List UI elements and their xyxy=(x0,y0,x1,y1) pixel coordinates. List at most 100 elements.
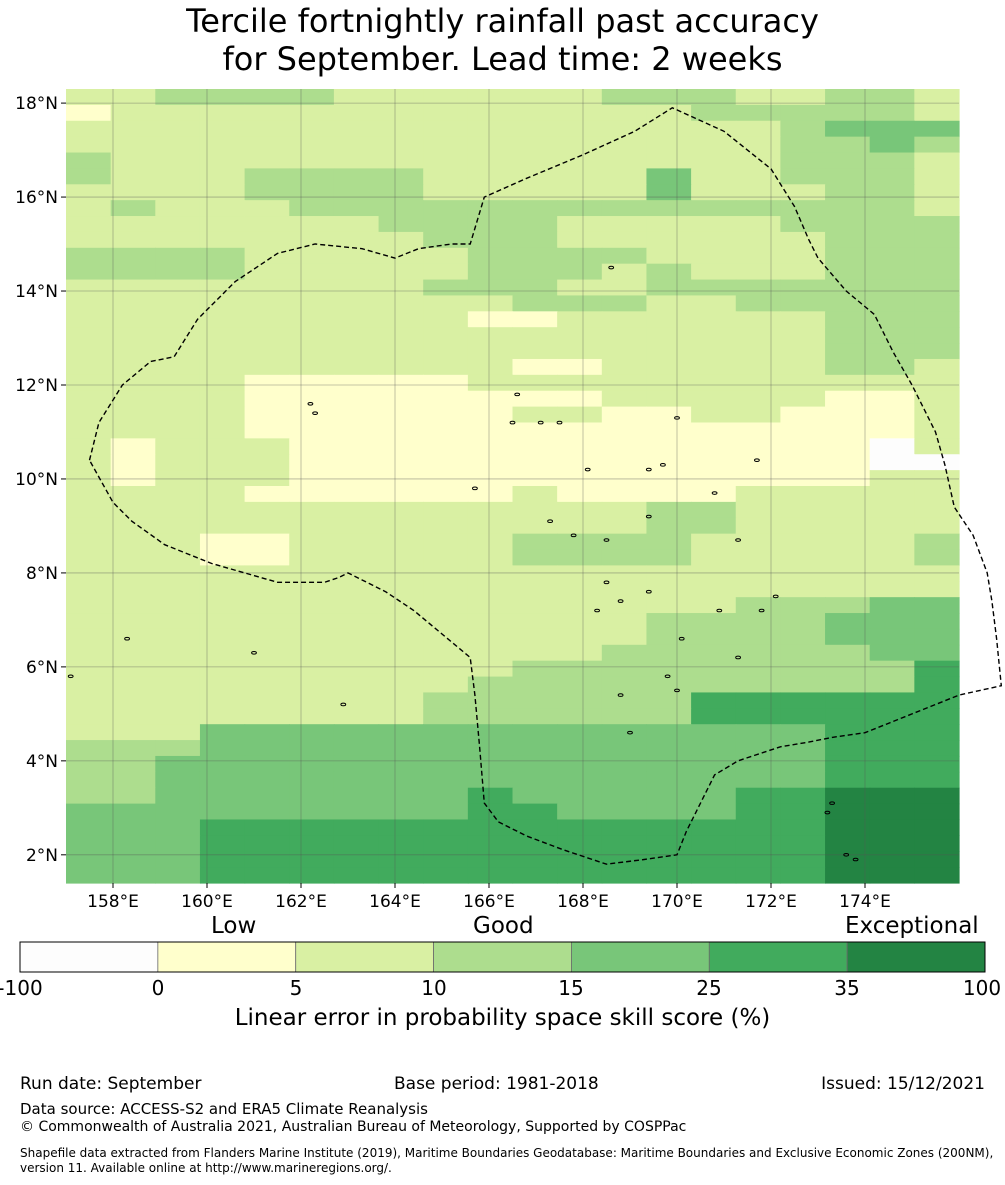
skill-cell xyxy=(333,454,380,471)
skill-cell xyxy=(155,358,201,376)
skill-cell xyxy=(333,660,380,678)
skill-cell xyxy=(244,454,290,471)
skill-cell xyxy=(691,343,737,360)
skill-cell xyxy=(244,660,290,678)
skill-cell xyxy=(423,470,469,487)
colorbar-tick: 35 xyxy=(834,976,860,1000)
longitude-label: 174°E xyxy=(839,892,891,912)
skill-cell xyxy=(423,152,469,169)
skill-cell xyxy=(869,104,915,122)
skill-cell xyxy=(244,851,290,868)
skill-cell xyxy=(512,422,558,439)
skill-cell xyxy=(110,263,156,281)
skill-cell xyxy=(557,724,603,741)
skill-cell xyxy=(914,501,960,519)
skill-cell xyxy=(735,136,781,154)
skill-cell xyxy=(869,168,915,185)
longitude-label: 172°E xyxy=(745,892,797,912)
skill-cell xyxy=(155,422,201,439)
skill-cell xyxy=(512,327,558,344)
skill-cell xyxy=(289,374,335,392)
skill-cell xyxy=(244,200,290,217)
skill-cell xyxy=(780,136,826,154)
skill-cell xyxy=(199,358,246,376)
skill-cell xyxy=(780,311,826,328)
skill-cell xyxy=(780,724,826,741)
skill-cell xyxy=(467,231,514,249)
skill-cell xyxy=(66,581,112,598)
skill-cell xyxy=(289,216,335,233)
skill-cell xyxy=(691,740,737,757)
colorbar-tick: 100 xyxy=(962,976,1002,1000)
skill-cell xyxy=(914,755,960,773)
skill-cell xyxy=(735,374,781,392)
skill-cell xyxy=(378,644,424,662)
skill-cell xyxy=(869,311,915,328)
latitude-label: 6°N xyxy=(26,658,58,678)
skill-cell xyxy=(244,295,290,312)
skill-cell xyxy=(199,247,246,265)
skill-cell xyxy=(110,247,156,265)
skill-cell xyxy=(691,327,737,344)
skill-cell xyxy=(646,597,692,614)
island xyxy=(307,401,314,406)
skill-cell xyxy=(914,597,960,614)
skill-cell xyxy=(691,231,737,249)
skill-cell xyxy=(199,231,246,249)
skill-cell xyxy=(333,565,380,582)
skill-cell xyxy=(869,613,915,630)
skill-cell xyxy=(333,724,380,741)
skill-cell xyxy=(512,374,558,392)
skill-cell xyxy=(780,231,826,249)
skill-cell xyxy=(557,231,603,249)
skill-cell xyxy=(735,470,781,487)
skill-cell xyxy=(378,422,424,439)
skill-cell xyxy=(780,374,826,392)
skill-cell xyxy=(467,787,514,805)
island xyxy=(251,650,257,655)
skill-cell xyxy=(244,104,290,122)
skill-cell xyxy=(825,517,871,535)
skill-cell xyxy=(199,613,246,630)
skill-cell xyxy=(66,533,112,551)
skill-cell xyxy=(869,89,915,106)
skill-cell xyxy=(691,501,737,519)
skill-cell xyxy=(691,120,737,138)
skill-cell xyxy=(646,486,692,503)
skill-cell xyxy=(691,89,737,106)
skill-cell xyxy=(557,486,603,503)
skill-cell xyxy=(512,486,558,503)
skill-cell xyxy=(155,644,201,662)
island xyxy=(678,636,685,641)
skill-cell xyxy=(199,216,246,233)
skill-cell xyxy=(601,835,648,852)
skill-cell xyxy=(244,708,290,725)
skill-cell xyxy=(155,168,201,185)
skill-cell xyxy=(199,787,246,805)
skill-cell xyxy=(333,771,380,789)
skill-cell xyxy=(423,454,469,471)
skill-cell xyxy=(557,517,603,535)
skill-cell xyxy=(914,803,960,821)
skill-cell xyxy=(378,740,424,757)
skill-cell xyxy=(557,867,603,884)
skill-cell xyxy=(780,533,826,551)
skill-cell xyxy=(199,89,246,106)
skill-cell xyxy=(199,168,246,185)
skill-cell xyxy=(289,200,335,217)
skill-cell xyxy=(825,327,871,344)
skill-cell xyxy=(467,644,514,662)
skill-cell xyxy=(378,867,424,884)
skill-cell xyxy=(601,120,648,138)
skill-cell xyxy=(199,819,246,836)
skill-cell xyxy=(557,819,603,836)
skill-cell xyxy=(869,438,915,455)
skill-cell xyxy=(825,486,871,503)
skill-cell xyxy=(155,533,201,551)
skill-cell xyxy=(735,200,781,217)
skill-cell xyxy=(735,120,781,138)
skill-cell xyxy=(646,724,692,741)
skill-cell xyxy=(780,216,826,233)
skill-cell xyxy=(780,565,826,582)
skill-cell xyxy=(155,755,201,773)
